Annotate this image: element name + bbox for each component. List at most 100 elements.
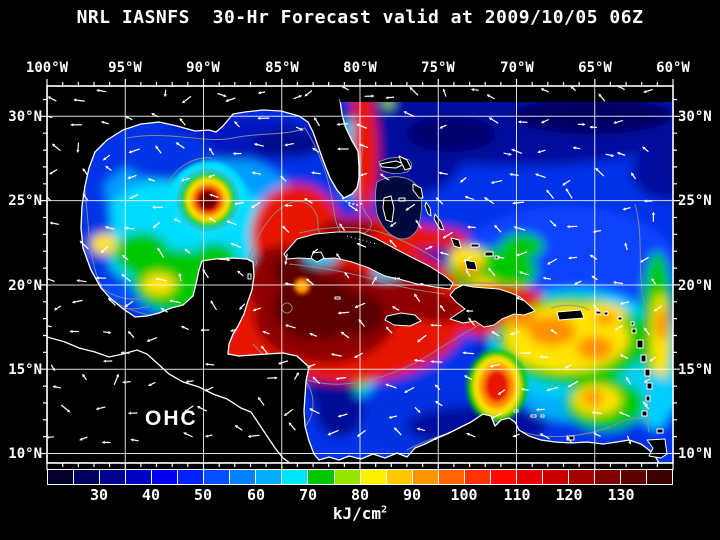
colorbar-cell xyxy=(490,470,516,484)
cozumel xyxy=(247,273,252,280)
lon-tick-label: 95°W xyxy=(108,60,142,76)
lat-tick-label: 20°N xyxy=(8,278,42,294)
lon-tick-label: 100°W xyxy=(25,60,69,76)
cat-island xyxy=(424,201,432,217)
curacao xyxy=(530,414,537,418)
colorbar-tick: 40 xyxy=(141,486,161,504)
colorbar-cell xyxy=(568,470,594,484)
lat-tick-label: 30°N xyxy=(8,109,42,125)
wind-vectors xyxy=(47,86,662,445)
jamaica xyxy=(384,312,422,327)
eddies xyxy=(169,161,527,422)
puerto-rico xyxy=(556,309,585,321)
hispaniola xyxy=(449,284,536,328)
colorbar-cell xyxy=(152,470,178,484)
land-masses xyxy=(47,86,673,463)
lon-tick-label: 85°W xyxy=(265,60,299,76)
colorbar-cell xyxy=(412,470,438,484)
field-label: OHC xyxy=(145,407,198,430)
guadeloupe xyxy=(636,339,644,349)
colorbar-cell xyxy=(100,470,126,484)
colorbar-unit: kJ/cm2 xyxy=(332,504,388,523)
colorbar-tick: 130 xyxy=(607,486,635,504)
colorbar-cell xyxy=(386,470,412,484)
colorbar-tick: 120 xyxy=(555,486,583,504)
lon-tick-label: 70°W xyxy=(500,60,534,76)
bonaire xyxy=(540,414,545,418)
figure-title: NRL IASNFS 30-Hr Forecast valid at 2009/… xyxy=(76,7,644,28)
colorbar-cell xyxy=(464,470,490,484)
eleuthera xyxy=(412,183,424,199)
antigua xyxy=(631,328,637,334)
grand-bahama xyxy=(379,160,405,169)
colorbar-cell xyxy=(204,470,230,484)
lon-tick-label: 90°W xyxy=(186,60,220,76)
long-island xyxy=(433,213,445,231)
graticule xyxy=(47,86,673,463)
islands xyxy=(247,155,668,459)
abaco xyxy=(398,155,412,171)
colorbar-cell xyxy=(308,470,334,484)
tobago xyxy=(656,428,664,434)
colorbar-tick: 110 xyxy=(503,486,531,504)
lat-tick-label: 10°N xyxy=(678,446,712,462)
lat-tick-label: 20°N xyxy=(678,278,712,294)
colorbar-cell xyxy=(230,470,256,484)
lat-tick-label: 15°N xyxy=(678,362,712,378)
andros xyxy=(382,195,395,223)
colorbar-cell xyxy=(282,470,308,484)
st-martin xyxy=(617,316,623,321)
grand-cayman xyxy=(334,296,341,300)
colorbar-tick: 50 xyxy=(193,486,213,504)
lon-tick-label: 80°W xyxy=(343,60,377,76)
margarita xyxy=(566,435,575,441)
lat-tick-label: 25°N xyxy=(8,193,42,209)
lon-tick-label: 75°W xyxy=(421,60,455,76)
axis-ticks xyxy=(40,79,680,470)
lat-tick-label: 10°N xyxy=(8,446,42,462)
colorbar-cell xyxy=(334,470,360,484)
colorbar-cell xyxy=(516,470,542,484)
crooked-acklins xyxy=(450,237,462,249)
colorbar-cell xyxy=(74,470,100,484)
barbuda xyxy=(630,321,635,326)
colorbar-cell xyxy=(178,470,204,484)
colorbar-cell xyxy=(48,470,74,484)
colorbar-tick: 90 xyxy=(402,486,422,504)
continent-landmass xyxy=(47,86,660,463)
colorbar-tick: 70 xyxy=(298,486,318,504)
colorbar-cell xyxy=(438,470,464,484)
colorbar-cell xyxy=(360,470,386,484)
lon-tick-label: 60°W xyxy=(656,60,690,76)
colorbar-tick: 30 xyxy=(89,486,109,504)
lon-tick-label: 65°W xyxy=(578,60,612,76)
lat-tick-label: 15°N xyxy=(8,362,42,378)
colorbar-cell xyxy=(647,470,673,484)
colorbar xyxy=(47,469,673,485)
colorbar-cell xyxy=(256,470,282,484)
lat-tick-label: 30°N xyxy=(678,109,712,125)
cuba xyxy=(283,231,454,290)
lat-tick-label: 25°N xyxy=(678,193,712,209)
st-lucia xyxy=(646,382,653,390)
great-bahama-bank xyxy=(375,176,422,240)
colorbar-cell xyxy=(594,470,621,484)
isla-juventud xyxy=(310,251,325,263)
dominica xyxy=(640,354,647,363)
inagua xyxy=(464,259,478,271)
grenada xyxy=(641,410,648,417)
no-data-band xyxy=(340,86,673,102)
colorbar-tick: 60 xyxy=(246,486,266,504)
caicos xyxy=(484,251,494,257)
colorbar-cell xyxy=(126,470,152,484)
colorbar-cell xyxy=(542,470,568,484)
martinique xyxy=(644,368,651,377)
colorbar-cell xyxy=(621,470,647,484)
colorbar-tick: 80 xyxy=(350,486,370,504)
mayaguana xyxy=(470,243,480,248)
pacific-coastline xyxy=(47,336,291,463)
colorbar-tick: 100 xyxy=(450,486,478,504)
st-vincent xyxy=(645,395,651,402)
